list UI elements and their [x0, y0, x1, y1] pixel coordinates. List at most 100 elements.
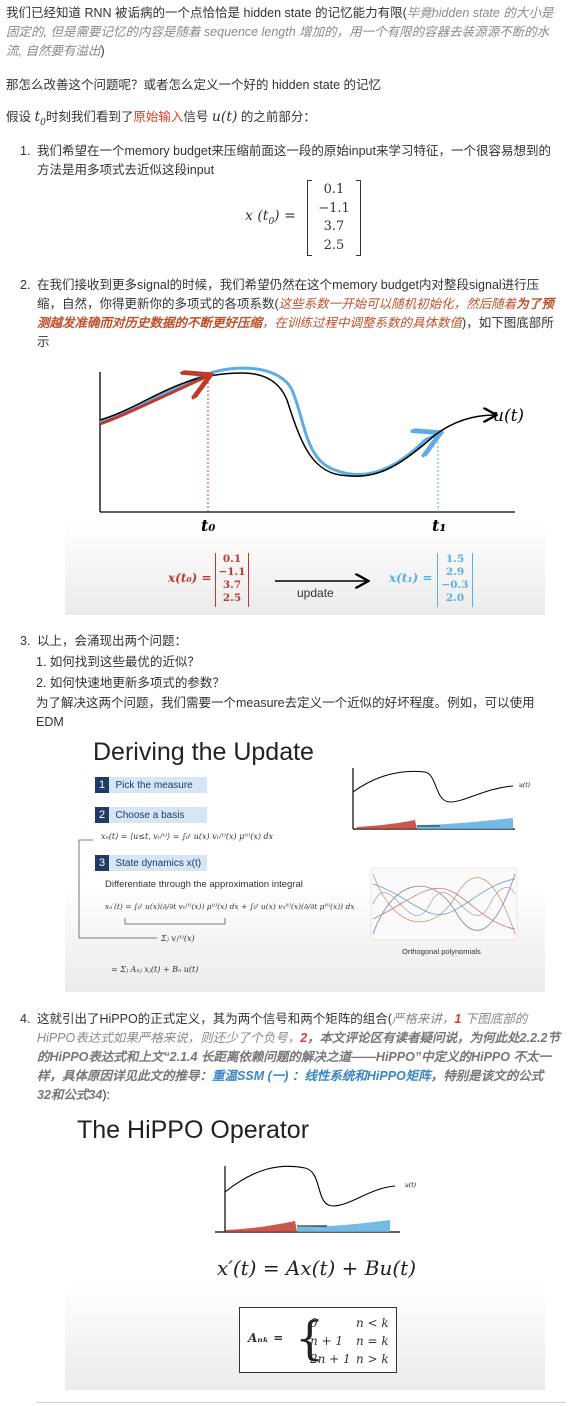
x0-vector: 0.1 −1.1 3.7 2.5: [215, 553, 249, 607]
x0-entry: −1.1: [218, 566, 246, 578]
x0-label: x(t₀) =: [168, 571, 212, 585]
dynamics-equation: = Σⱼ Aₙⱼ xⱼ(t) + Bₙ u(t): [111, 965, 199, 974]
vec-entry: 3.7: [323, 219, 345, 234]
u-symbol: u(t): [211, 109, 238, 125]
list-number: 3.: [20, 634, 31, 648]
update-arrow: [275, 360, 545, 615]
matrix-lhs: Aₙₖ =: [248, 1331, 284, 1345]
item4-aside: 严格来讲，: [391, 1012, 455, 1026]
item2-emph: 为了预: [516, 297, 554, 311]
item4-close: ):: [102, 1088, 110, 1102]
blue-approximation: [99, 366, 438, 477]
equation-lhs: x (t0) =: [245, 208, 296, 227]
sub-question-1: 1. 如何找到这些最优的近似？: [36, 653, 566, 672]
ssm-article-link[interactable]: 重温SSM (一) ：线性系统和HiPPO矩阵: [212, 1069, 431, 1083]
assume-text-4: 的之前部分：: [237, 110, 316, 124]
item3-line1: 以上，会涌现出两个问题：: [37, 634, 188, 648]
item4-emph-4: ，特别是该文的公式: [430, 1069, 544, 1083]
item4-emph-2: 的HiPPO表达式和上文“2.1.4 长距离依赖问题的解决之道——HiPPO”中…: [37, 1050, 551, 1064]
item3-line3: EDM: [36, 715, 64, 729]
step-label: Choose a basis: [115, 810, 185, 821]
intro-paragraph: 我们已经知道 RNN 被诟病的一个点恰恰是 hidden state 的记忆能力…: [6, 4, 566, 61]
item3-conclusion: 为了解决这两个问题，我们需要一个measure去定义一个近似的好坏程度。例如，可…: [36, 694, 566, 732]
update-label: update: [297, 586, 334, 600]
assume-text-2: 时刻我们看到了: [45, 110, 134, 124]
signal-plot: [99, 366, 515, 513]
vector-equation: x (t0) = 0.1 −1.1 3.7 2.5: [245, 178, 375, 260]
signal-update-figure: u(t) t₀ t₁ x(t₀) = 0.1 −1.1 3.7 2.5 upda…: [65, 360, 545, 615]
vec-entry: 0.1: [323, 182, 345, 197]
cases-brace: {: [295, 1311, 325, 1365]
u-label: u(t): [493, 406, 525, 426]
orthogonal-polynomials-caption: Orthogonal polynomials: [402, 947, 481, 956]
list-number: 1.: [20, 144, 31, 158]
list-number: 4.: [20, 1012, 31, 1026]
step-label: Pick the measure: [115, 780, 193, 791]
hippo-dynamics-equation: x′(t) = Ax(t) + Bu(t): [217, 1256, 416, 1280]
item4-aside-2: 下图底部的: [461, 1012, 528, 1026]
t1-tick: t₁: [432, 516, 447, 535]
x1-label: x(t₁) =: [389, 571, 433, 585]
item4-emph-3: 样，具体原因详见此文的推导：: [37, 1069, 213, 1083]
question-paragraph: 那怎么改善这个问题呢？或者怎么定义一个好的 hidden state 的记忆: [6, 76, 566, 95]
projection-equation: xₙ(t) = ⟨u≤t, vₙ⁽ᵗ⁾⟩ = ∫₀ᵗ u(x) vₙ⁽ᵗ⁾(x)…: [101, 832, 274, 841]
list-number: 2.: [20, 278, 31, 292]
x1-entry: −0.3: [441, 579, 469, 591]
slide-title: The HiPPO Operator: [77, 1116, 310, 1144]
item2-line3c: )，如下图底部所: [462, 316, 554, 330]
intro-aside: 毕竟hidden state 的大小是: [406, 6, 554, 20]
raw-input-highlight: 原始输入: [133, 110, 184, 124]
item2-line4: 示: [37, 335, 50, 349]
vec-entry: −1.1: [318, 200, 350, 216]
item4-point-1: 1: [454, 1012, 462, 1026]
red-approximation: [99, 376, 208, 426]
step-3: 3 State dynamics x(t): [95, 855, 207, 871]
item4-emph: ，本文评论区有读者疑问说，为何此处2.2.2节: [307, 1031, 560, 1045]
item4-aside-3: HiPPO表达式如果严格来说，则还少了个负号，: [37, 1031, 301, 1045]
sub-question-text: 2. 如何快速地更新多项式的参数？: [36, 676, 225, 690]
item2-aside-2: ，在训练过程中调整系数的具体数值: [262, 316, 463, 330]
bottom-divider: [36, 1402, 566, 1403]
x0-entry: 0.1: [222, 553, 242, 565]
item4-point-2: 2: [300, 1031, 308, 1045]
list-item-1: 1. 我们希望在一个memory budget来压缩前面这一段的原始input来…: [20, 142, 565, 180]
hippo-operator-slide: The HiPPO Operator u(t) x′(t) = Ax(t) + …: [65, 1108, 545, 1390]
x1-entry: 2.0: [445, 592, 465, 604]
item4-line1a: 这就引出了HiPPO的正式定义，其为两个信号和两个矩阵的组合(: [37, 1012, 392, 1026]
item2-aside: 这些系数一开始可以随机初始化，然后随着: [278, 297, 517, 311]
hippo-plot: [215, 1165, 400, 1233]
slide-title: Deriving the Update: [93, 738, 314, 766]
deriving-update-slide: Deriving the Update 1 Pick the measure 2…: [65, 734, 545, 992]
x1-entry: 2.9: [445, 566, 465, 578]
item2-line2a: 缩，自然，你得更新你的多项式的各项系数(: [37, 297, 279, 311]
item1-line2: 方法是用多项式去近似这段input: [37, 163, 215, 177]
intro-text: 我们已经知道 RNN 被诟病的一个点恰恰是 hidden state 的记忆能力…: [6, 6, 407, 20]
step-1: 1 Pick the measure: [95, 777, 207, 793]
x1-vector: 1.5 2.9 −0.3 2.0: [437, 553, 473, 607]
step-2: 2 Choose a basis: [95, 807, 207, 823]
sub-question-2: 2. 如何快速地更新多项式的参数？: [36, 674, 566, 693]
item4-emph-5: 32和公式34: [37, 1088, 103, 1102]
assume-paragraph: 假设 t0时刻我们看到了原始输入信号 u(t) 的之前部分：: [6, 108, 566, 133]
x0-entry: 2.5: [222, 592, 242, 604]
question-text: 那怎么改善这个问题呢？或者怎么定义一个好的 hidden state 的记忆: [6, 78, 382, 92]
list-item-3: 3. 以上，会涌现出两个问题：: [20, 632, 565, 651]
list-item-4: 4. 这就引出了HiPPO的正式定义，其为两个信号和两个矩阵的组合(严格来讲，1…: [20, 1010, 565, 1105]
x0-entry: 3.7: [222, 579, 242, 591]
t0-tick: t₀: [201, 516, 216, 535]
t0-symbol: t0: [34, 109, 46, 128]
u-label: u(t): [519, 782, 530, 789]
assume-text-1: 假设: [6, 110, 35, 124]
list-item-2: 2. 在我们接收到更多signal的时候，我们希望仍然在这个memory bud…: [20, 276, 565, 352]
basis-sum: Σⱼ vⱼ⁽ᵗ⁾(x): [161, 934, 195, 943]
intro-aside-3: 流, 自然要有溢出: [6, 44, 101, 58]
step-label: State dynamics x(t): [115, 858, 202, 869]
assume-text-3: 信号: [183, 110, 212, 124]
vector-bracket: 0.1 −1.1 3.7 2.5: [307, 180, 361, 256]
intro-aside-2: 固定的, 但是需要记忆的内容是随着 sequence length 增加的，用一…: [6, 25, 550, 39]
x1-entry: 1.5: [445, 553, 465, 565]
intro-paren: ): [100, 44, 105, 58]
item3-line2: 为了解决这两个问题，我们需要一个measure去定义一个近似的好坏程度。例如，可…: [36, 696, 535, 710]
